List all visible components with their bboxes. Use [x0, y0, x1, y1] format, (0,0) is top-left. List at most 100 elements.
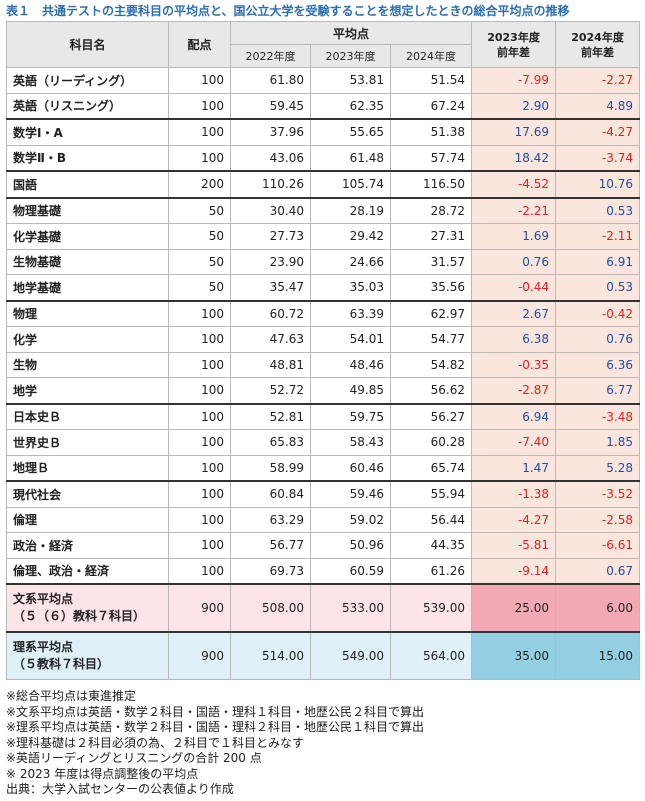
average-cell-2023: 59.46: [310, 480, 391, 508]
points-cell: 50: [168, 223, 231, 250]
diff-cell-2024: 6.91: [555, 248, 641, 275]
average-cell-2022: 58.99: [230, 454, 311, 482]
average-cell-2023: 49.85: [310, 377, 391, 404]
table-row: 政治・経済 100 56.77 50.96 44.35 -5.81 -6.61: [6, 532, 641, 559]
average-cell-2023: 61.48: [310, 144, 391, 172]
points-cell: 900: [168, 631, 231, 680]
diff-cell-2024: 10.76: [555, 170, 641, 198]
subject-name: 化学基礎: [6, 223, 169, 250]
average-cell-2022: 59.45: [230, 92, 311, 120]
subject-name: 理系平均点 （５教科７科目）: [6, 631, 169, 680]
diff-cell-2024: 0.53: [555, 196, 641, 224]
average-cell-2022: 52.72: [230, 377, 311, 404]
diff-cell-2023: 18.42: [471, 144, 557, 172]
table-row: 物理 100 60.72 63.39 62.97 2.67 -0.42: [6, 299, 641, 327]
average-cell-2024: 61.26: [389, 557, 473, 585]
subject-name: 英語（リーディング）: [6, 67, 169, 94]
average-cell-2022: 69.73: [230, 557, 311, 585]
header-year-2022: 2022年度: [230, 44, 311, 68]
average-cell-2022: 48.81: [230, 351, 311, 378]
points-cell: 100: [168, 402, 231, 430]
diff-cell-2024: 1.85: [555, 429, 641, 456]
summary-name: 文系平均点: [13, 592, 74, 606]
average-cell-2023: 62.35: [310, 92, 391, 120]
points-cell: 100: [168, 377, 231, 404]
points-cell: 100: [168, 454, 231, 482]
subject-name: 現代社会: [6, 480, 169, 508]
average-cell-2023: 549.00: [310, 631, 391, 680]
diff-cell-2024: 0.67: [555, 557, 641, 585]
average-cell-2024: 28.72: [389, 196, 473, 224]
average-cell-2022: 35.47: [230, 274, 311, 301]
diff-cell-2023: -0.44: [471, 274, 557, 301]
average-cell-2022: 43.06: [230, 144, 311, 172]
average-cell-2024: 60.28: [389, 429, 473, 456]
header-diff-2024: 2024年度 前年差: [555, 21, 641, 68]
subject-name: 数学Ⅱ・B: [6, 144, 169, 172]
average-cell-2022: 47.63: [230, 326, 311, 353]
subject-name: 数学Ⅰ・A: [6, 118, 169, 146]
points-cell: 100: [168, 299, 231, 327]
diff-cell-2024: -4.27: [555, 118, 641, 146]
table-row: 数学Ⅱ・B 100 43.06 61.48 57.74 18.42 -3.74: [6, 144, 641, 172]
table-row: 倫理、政治・経済 100 69.73 60.59 61.26 -9.14 0.67: [6, 557, 641, 585]
table-title: 表１ 共通テストの主要科目の平均点と、国公立大学を受験することを想定したときの総…: [6, 4, 570, 18]
subject-name: 生物: [6, 351, 169, 378]
header-diff-2023: 2023年度 前年差: [471, 21, 557, 68]
average-cell-2023: 53.81: [310, 67, 391, 94]
points-cell: 100: [168, 92, 231, 120]
diff-cell-2023: 1.69: [471, 223, 557, 250]
average-cell-2023: 59.02: [310, 506, 391, 533]
footnote-line: ※文系平均点は英語・数学２科目・国語・理科１科目・地歴公民２科目で算出: [6, 704, 425, 719]
average-cell-2022: 37.96: [230, 118, 311, 146]
average-cell-2022: 52.81: [230, 402, 311, 430]
diff-cell-2024: 6.00: [555, 583, 641, 633]
points-cell: 100: [168, 480, 231, 508]
diff-cell-2024: -2.27: [555, 67, 641, 94]
points-cell: 100: [168, 557, 231, 585]
average-cell-2022: 65.83: [230, 429, 311, 456]
diff-cell-2024: -2.11: [555, 223, 641, 250]
average-cell-2024: 27.31: [389, 223, 473, 250]
table-row: 化学 100 47.63 54.01 54.77 6.38 0.76: [6, 326, 641, 353]
table-row: 国語 200 110.26 105.74 116.50 -4.52 10.76: [6, 170, 641, 198]
table-row: 現代社会 100 60.84 59.46 55.94 -1.38 -3.52: [6, 480, 641, 508]
diff-cell-2024: 0.53: [555, 274, 641, 301]
footnote-line: ※ 2023 年度は得点調整後の平均点: [6, 766, 199, 781]
subject-name: 日本史Ｂ: [6, 402, 169, 430]
subject-name: 地学: [6, 377, 169, 404]
table-row: 倫理 100 63.29 59.02 56.44 -4.27 -2.58: [6, 506, 641, 533]
table-body: 英語（リーディング） 100 61.80 53.81 51.54 -7.99 -2.27 英語…: [6, 67, 641, 680]
diff-cell-2023: 2.90: [471, 92, 557, 120]
average-cell-2024: 31.57: [389, 248, 473, 275]
average-cell-2023: 63.39: [310, 299, 391, 327]
points-cell: 50: [168, 196, 231, 224]
points-cell: 100: [168, 144, 231, 172]
average-cell-2024: 44.35: [389, 532, 473, 559]
diff-cell-2023: 35.00: [471, 631, 557, 680]
diff-cell-2023: -2.87: [471, 377, 557, 404]
table-row: 生物基礎 50 23.90 24.66 31.57 0.76 6.91: [6, 248, 641, 275]
subject-name: 地理Ｂ: [6, 454, 169, 482]
average-cell-2022: 61.80: [230, 67, 311, 94]
rikei-average-row: 理系平均点 （５教科７科目） 900 514.00 549.00 564.00 35.00 1…: [6, 631, 641, 680]
subject-name: 政治・経済: [6, 532, 169, 559]
average-cell-2023: 60.59: [310, 557, 391, 585]
subject-name: 物理基礎: [6, 196, 169, 224]
average-cell-2023: 35.03: [310, 274, 391, 301]
table-row: 地理Ｂ 100 58.99 60.46 65.74 1.47 5.28: [6, 454, 641, 482]
average-cell-2024: 539.00: [389, 583, 473, 633]
average-cell-2023: 55.65: [310, 118, 391, 146]
table-row: 地学 100 52.72 49.85 56.62 -2.87 6.77: [6, 377, 641, 404]
diff-cell-2023: -4.52: [471, 170, 557, 198]
subject-name: 生物基礎: [6, 248, 169, 275]
table-row: 数学Ⅰ・A 100 37.96 55.65 51.38 17.69 -4.27: [6, 118, 641, 146]
summary-subtitle: （５教科７科目）: [13, 657, 110, 671]
diff-cell-2024: -3.74: [555, 144, 641, 172]
footnote-line: ※英語リーディングとリスニングの合計 200 点: [6, 751, 262, 765]
average-cell-2024: 564.00: [389, 631, 473, 680]
average-cell-2023: 48.46: [310, 351, 391, 378]
average-cell-2022: 63.29: [230, 506, 311, 533]
average-cell-2024: 56.62: [389, 377, 473, 404]
points-cell: 100: [168, 326, 231, 353]
